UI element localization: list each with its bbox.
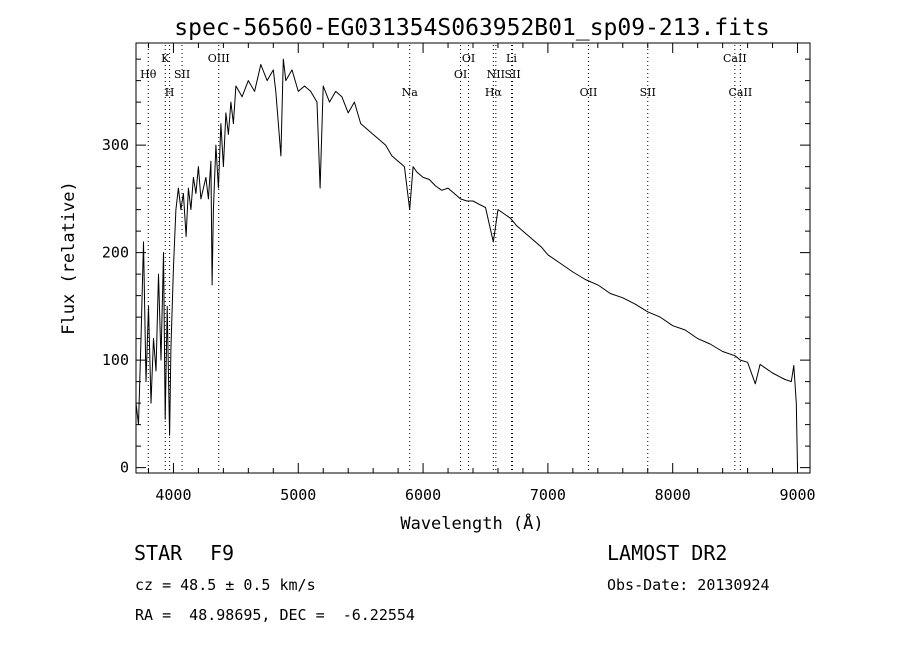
x-axis-label: Wavelength (Å) [400, 512, 543, 534]
marker-label-0: Hθ [140, 68, 157, 81]
marker-label-7: OI [462, 52, 475, 65]
marker-label-13: SII [640, 86, 656, 99]
x-tick-label-6000: 6000 [405, 486, 441, 504]
marker-label-6: OI [454, 68, 467, 81]
x-tick-label-4000: 4000 [155, 486, 191, 504]
marker-label-5: Na [402, 86, 419, 99]
object-class: STAR [134, 541, 183, 565]
y-tick-label-200: 200 [102, 244, 129, 262]
marker-label-9: NII [487, 68, 505, 81]
survey-name: LAMOST DR2 [607, 541, 728, 565]
marker-label-3: SII [174, 68, 190, 81]
chart-title: spec-56560-EG031354S063952B01_sp09-213.f… [174, 15, 769, 41]
obs-date: Obs-Date: 20130924 [607, 576, 770, 594]
marker-label-1: K [161, 52, 170, 65]
marker-label-12: OII [580, 86, 598, 99]
marker-label-2: H [165, 86, 175, 99]
plot-frame [135, 42, 811, 474]
marker-label-15: CaII [729, 86, 753, 99]
spectrum-line [135, 58, 798, 468]
redshift-text: cz = 48.5 ± 0.5 km/s [135, 576, 316, 594]
x-tick-label-9000: 9000 [779, 486, 815, 504]
marker-label-4: OIII [208, 52, 230, 65]
marker-label-10: Li [506, 52, 517, 65]
marker-label-11: SII [504, 68, 520, 81]
y-axis-label: Flux (relative) [59, 181, 79, 335]
y-axis: 0 100 200 300 [102, 58, 810, 477]
y-tick-label-0: 0 [120, 459, 129, 477]
series-layer [135, 58, 798, 468]
x-tick-label-8000: 8000 [655, 486, 691, 504]
y-tick-label-100: 100 [102, 351, 129, 369]
marker-label-14: CaII [723, 52, 747, 65]
x-tick-label-5000: 5000 [280, 486, 316, 504]
x-tick-label-7000: 7000 [530, 486, 566, 504]
x-axis: 4000 5000 6000 7000 8000 9000 [147, 43, 816, 504]
object-subclass: F9 [210, 541, 235, 565]
y-tick-label-300: 300 [102, 136, 129, 154]
coordinates: RA = 48.98695, DEC = -6.22554 [135, 606, 415, 624]
marker-label-8: Hα [485, 86, 503, 99]
